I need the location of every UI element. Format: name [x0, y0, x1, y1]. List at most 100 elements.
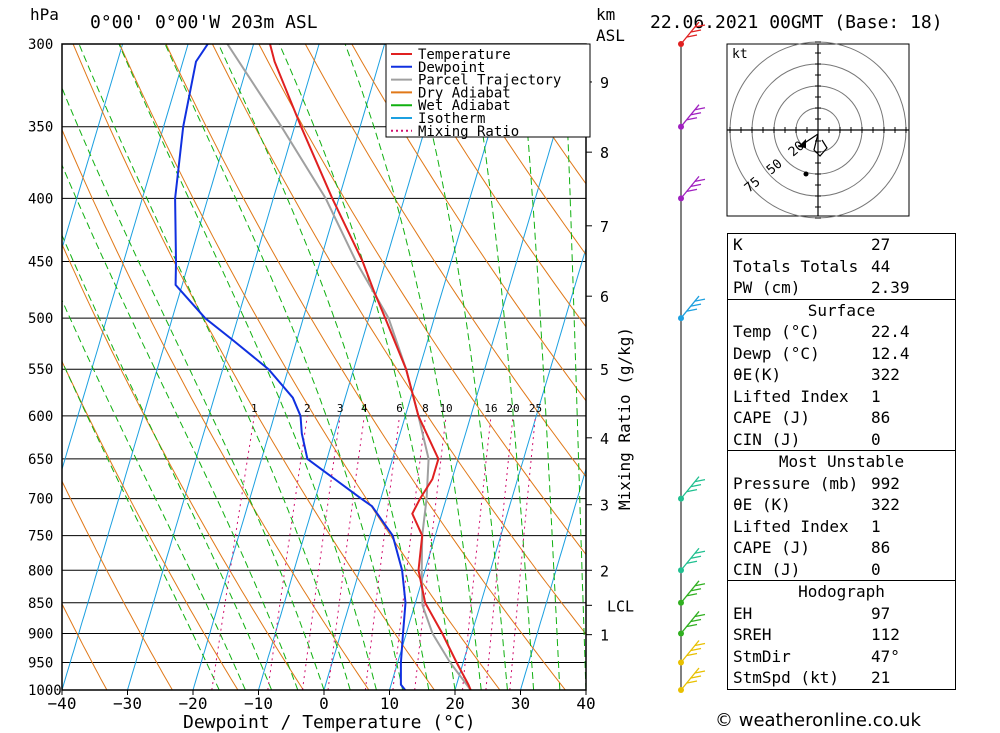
wind-barb-staff: [680, 104, 700, 128]
stats-row: Temp (°C) 22.4: [728, 321, 955, 343]
storm-motion-arrowhead: [798, 139, 806, 148]
wind-barb: [680, 476, 706, 500]
stats-value: 0: [871, 429, 881, 449]
pressure-tick-label: 550: [28, 362, 53, 378]
stats-label: θE (K): [733, 495, 791, 514]
pressure-tick-label: 350: [28, 120, 53, 136]
stats-label: SREH: [733, 625, 772, 644]
legend-label: Dry Adiabat: [418, 85, 511, 101]
mixing-ratio-label: 6: [396, 402, 403, 415]
temperature-tick-label: −40: [48, 694, 77, 713]
isotherm-line: [127, 44, 320, 690]
wind-barb: [680, 611, 706, 634]
wind-barb-flag: [690, 303, 702, 307]
dry-adiabat-line: [62, 480, 173, 690]
stats-row: K 27: [728, 234, 955, 256]
wet-adiabat-line: [218, 44, 430, 690]
mixing-ratio-label: 8: [422, 402, 429, 415]
wind-barb-staff: [680, 667, 700, 691]
wind-barb-flag: [694, 107, 706, 111]
legend-label: Mixing Ratio: [418, 124, 519, 140]
mixing-ratio-label: 3: [337, 402, 344, 415]
pressure-tick-label: 600: [28, 409, 53, 425]
mixing-ratio-line: [267, 415, 308, 690]
stats-value: 2.39: [871, 278, 910, 297]
x-axis-label: Dewpoint / Temperature (°C): [183, 712, 476, 733]
hodograph-trace: [813, 133, 828, 157]
mixing-ratio-label: 2: [304, 402, 311, 415]
wind-barb-staff: [680, 175, 700, 199]
wet-adiabat-line: [468, 44, 535, 690]
wind-barb-flag: [694, 24, 706, 28]
isotherm-line: [192, 44, 386, 690]
stats-value: 0: [871, 559, 881, 579]
stats-value: 86: [871, 408, 891, 427]
temperature-line: [269, 44, 472, 690]
stats-row: CIN (J) 0: [728, 559, 955, 581]
pressure-tick-label: 650: [28, 452, 53, 468]
wind-barb-flag: [690, 112, 702, 116]
stats-label: Lifted Index: [733, 516, 849, 536]
wind-barb: [680, 640, 706, 663]
height-tick-label: 7: [600, 218, 609, 236]
pressure-tick-label: 400: [28, 191, 53, 207]
wind-barb: [680, 104, 706, 128]
dry-adiabat-line: [62, 602, 108, 690]
wind-barb-staff: [680, 476, 700, 500]
mixing-ratio-line: [327, 415, 365, 690]
hodograph-units: kt: [732, 47, 748, 62]
stats-value: 86: [871, 538, 891, 557]
stats-label: CAPE (J): [733, 408, 811, 427]
wind-barb-flag: [686, 188, 698, 192]
dry-adiabat-line: [444, 44, 586, 256]
wind-barb-flag: [694, 642, 706, 647]
wind-barb-flag: [694, 583, 706, 587]
mixing-ratio-label: 4: [361, 402, 368, 415]
pressure-tick-label: 300: [28, 37, 53, 53]
wet-adiabat-line: [62, 86, 325, 690]
legend-label: Dewpoint: [418, 60, 485, 76]
legend-label: Parcel Trajectory: [418, 73, 561, 89]
wind-barb-flag: [690, 183, 702, 187]
temperature-tick-label: 0: [319, 694, 329, 713]
dry-adiabat-line: [351, 44, 586, 402]
wet-adiabat-line: [62, 299, 246, 690]
mixing-ratio-line: [302, 415, 341, 690]
stats-value: 1: [871, 386, 881, 406]
wind-barb-flag: [690, 618, 702, 623]
pressure-tick-label: 750: [28, 529, 53, 545]
pressure-tick-label: 450: [28, 255, 53, 271]
wind-barb-flag: [686, 308, 698, 312]
wet-adiabat-line: [62, 234, 273, 690]
wind-barb-flag: [690, 588, 702, 592]
stats-value: 12.4: [871, 343, 910, 363]
pressure-tick-label: 700: [28, 492, 53, 508]
legend-label: Wet Adiabat: [418, 98, 511, 114]
wind-barb-flag: [694, 613, 706, 618]
stats-label: Lifted Index: [733, 386, 849, 406]
isotherm-line: [62, 44, 255, 690]
height-tick-label: 1: [600, 627, 609, 645]
mixing-ratio-label: 25: [529, 402, 542, 415]
wind-barb-staff: [680, 547, 700, 571]
wind-barb: [680, 295, 706, 319]
height-tick-label: 8: [600, 144, 609, 162]
stats-row: Dewp (°C) 12.4: [728, 343, 955, 365]
km-label: km: [596, 5, 615, 24]
wind-barb: [680, 547, 706, 571]
wind-barb-flag: [690, 555, 702, 559]
mixing-ratio-line: [462, 415, 492, 690]
parcel-trajectory-line: [226, 44, 472, 690]
isotherm-line: [258, 44, 451, 690]
stats-row: StmDir 47°: [728, 646, 955, 668]
location-label: 0°00' 0°00'W 203m ASL: [90, 12, 318, 33]
isotherm-line: [454, 246, 586, 690]
stats-label: Temp (°C): [733, 322, 820, 341]
dry-adiabat-line: [258, 44, 586, 556]
stats-value: 1: [871, 516, 881, 536]
stats-row: CAPE (J) 86: [728, 407, 955, 429]
stats-value: 322: [871, 365, 900, 384]
stats-value: 112: [871, 625, 900, 644]
height-tick-label: 2: [600, 562, 609, 580]
